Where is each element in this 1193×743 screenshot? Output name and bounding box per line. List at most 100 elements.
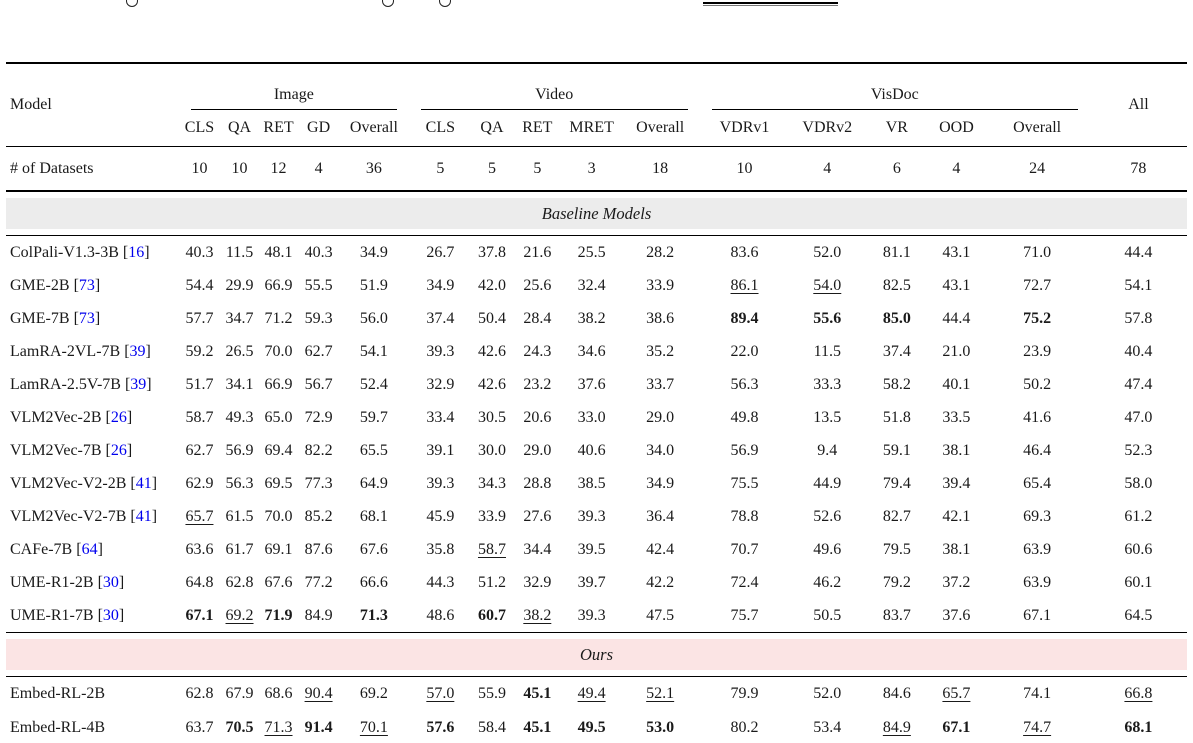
citation-link[interactable]: 30 bbox=[102, 573, 119, 591]
citation-link[interactable]: 41 bbox=[135, 507, 152, 525]
metric-cell: 75.2 bbox=[1023, 309, 1052, 327]
metric-cell: 85.2 bbox=[304, 507, 333, 525]
metric-cell: 56.3 bbox=[225, 474, 254, 492]
metric-cell: 37.4 bbox=[426, 309, 455, 327]
caption-descender-fragment bbox=[439, 0, 451, 7]
metric-cell: 29.0 bbox=[523, 441, 552, 459]
metric-cell: 79.9 bbox=[730, 684, 759, 702]
metric-cell: 64.5 bbox=[1124, 606, 1153, 624]
metric-cell: 65.7 bbox=[185, 507, 214, 525]
metric-cell: 59.3 bbox=[304, 309, 333, 327]
citation-link[interactable]: 30 bbox=[102, 606, 119, 624]
table-row: VLM2Vec-V2-7B [41] 65.7 61.5 70.0 85.2 68.1 45… bbox=[6, 500, 1187, 533]
metric-cell: 25.5 bbox=[577, 243, 606, 261]
metric-cell: 59.7 bbox=[359, 408, 388, 426]
metric-cell: 45.1 bbox=[512, 710, 563, 743]
results-table: Model Image Video VisDoc All CLS QA RET bbox=[6, 62, 1187, 743]
citation-link[interactable]: 73 bbox=[78, 276, 95, 294]
citation-link[interactable]: 39 bbox=[129, 342, 146, 360]
metric-cell: 64.9 bbox=[359, 474, 388, 492]
citation-link[interactable]: 39 bbox=[130, 375, 147, 393]
metric-cell: 34.7 bbox=[225, 309, 254, 327]
metric-cell: 68.6 bbox=[264, 684, 293, 702]
citation-link[interactable]: 26 bbox=[110, 441, 127, 459]
metric-cell: 34.0 bbox=[646, 441, 675, 459]
metric-cell: 39.3 bbox=[577, 507, 606, 525]
metric-cell: 62.8 bbox=[225, 573, 254, 591]
metric-cell: 34.9 bbox=[426, 276, 455, 294]
metric-cell: 52.3 bbox=[1124, 441, 1153, 459]
metric-cell: 66.6 bbox=[359, 573, 388, 591]
column-header-image-gd: GD bbox=[298, 110, 340, 147]
metric-cell: 61.5 bbox=[225, 507, 254, 525]
citation-link[interactable]: 64 bbox=[81, 540, 98, 558]
table-row: VLM2Vec-V2-2B [41] 62.9 56.3 69.5 77.3 64.9 39… bbox=[6, 467, 1187, 500]
metric-cell: 84.6 bbox=[882, 684, 911, 702]
metric-cell: 63.9 bbox=[1023, 573, 1052, 591]
metric-cell: 26.7 bbox=[426, 243, 455, 261]
model-name-cell: ColPali-V1.3-3B [16] bbox=[10, 243, 150, 261]
metric-cell: 37.2 bbox=[942, 573, 971, 591]
metric-cell: 48.1 bbox=[264, 243, 293, 261]
metric-cell: 87.6 bbox=[304, 540, 333, 558]
metric-cell: 69.5 bbox=[264, 474, 293, 492]
model-name: GME-7B bbox=[10, 309, 70, 327]
metric-cell: 49.4 bbox=[577, 684, 606, 702]
metric-cell: 58.0 bbox=[1124, 474, 1153, 492]
metric-cell: 38.1 bbox=[942, 540, 971, 558]
table-row: ColPali-V1.3-3B [16] 40.3 11.5 48.1 40.3 34.9… bbox=[6, 236, 1187, 270]
metric-cell: 9.4 bbox=[817, 441, 838, 459]
metric-cell: 44.3 bbox=[426, 573, 455, 591]
metric-cell: 24.3 bbox=[523, 342, 552, 360]
metric-cell: 34.6 bbox=[577, 342, 606, 360]
column-header-visdoc-vr: VR bbox=[865, 110, 929, 147]
metric-cell: 44.4 bbox=[942, 309, 971, 327]
metric-cell: 21.0 bbox=[942, 342, 971, 360]
datasets-count-cell: 24 bbox=[984, 146, 1090, 192]
metric-cell: 66.9 bbox=[264, 375, 293, 393]
model-name: VLM2Vec-V2-7B bbox=[10, 507, 127, 525]
column-header-image-ret: RET bbox=[259, 110, 299, 147]
citation-link[interactable]: 26 bbox=[110, 408, 127, 426]
section-band-row: Ours bbox=[6, 632, 1187, 677]
metric-cell: 71.9 bbox=[264, 606, 293, 624]
metric-cell: 33.9 bbox=[646, 276, 675, 294]
metric-cell: 51.9 bbox=[359, 276, 388, 294]
group-label-image: Image bbox=[190, 84, 397, 110]
metric-cell: 56.3 bbox=[730, 375, 759, 393]
metric-cell: 33.5 bbox=[942, 408, 971, 426]
model-name-cell: Embed-RL-2B bbox=[6, 677, 179, 711]
datasets-count-cell: 10 bbox=[178, 146, 221, 192]
table-row: CAFe-7B [64] 63.6 61.7 69.1 87.6 67.6 35.8 58.7… bbox=[6, 533, 1187, 566]
metric-cell: 58.7 bbox=[477, 540, 506, 558]
model-name: LamRA-2.5V-7B bbox=[10, 375, 121, 393]
metric-cell: 71.3 bbox=[359, 606, 388, 624]
model-name: GME-2B bbox=[10, 276, 70, 294]
metric-cell: 52.4 bbox=[359, 375, 388, 393]
metric-cell: 66.9 bbox=[264, 276, 293, 294]
metric-cell: 68.1 bbox=[1089, 710, 1187, 743]
metric-cell: 47.4 bbox=[1124, 375, 1153, 393]
datasets-row-label: # of Datasets bbox=[6, 146, 179, 192]
metric-cell: 69.2 bbox=[359, 684, 388, 702]
metric-cell: 53.4 bbox=[789, 710, 866, 743]
metric-cell: 60.1 bbox=[1124, 573, 1153, 591]
metric-cell: 56.9 bbox=[730, 441, 759, 459]
metric-cell: 40.3 bbox=[185, 243, 214, 261]
column-header-image-cls: CLS bbox=[178, 110, 221, 147]
metric-cell: 49.5 bbox=[562, 710, 621, 743]
citation-link[interactable]: 73 bbox=[78, 309, 95, 327]
model-column-header: Model bbox=[6, 63, 179, 147]
section-band-cell: Baseline Models bbox=[6, 190, 1187, 236]
metric-cell: 47.0 bbox=[1124, 408, 1153, 426]
citation-link[interactable]: 16 bbox=[128, 243, 145, 261]
metric-cell: 60.6 bbox=[1124, 540, 1153, 558]
metric-cell: 67.6 bbox=[264, 573, 293, 591]
metric-cell: 70.1 bbox=[339, 710, 409, 743]
metric-cell: 70.0 bbox=[264, 342, 293, 360]
metric-cell: 52.0 bbox=[813, 243, 842, 261]
metric-cell: 32.9 bbox=[523, 573, 552, 591]
citation-link[interactable]: 41 bbox=[135, 474, 152, 492]
metric-cell: 46.2 bbox=[813, 573, 842, 591]
datasets-count-cell: 6 bbox=[865, 146, 929, 192]
